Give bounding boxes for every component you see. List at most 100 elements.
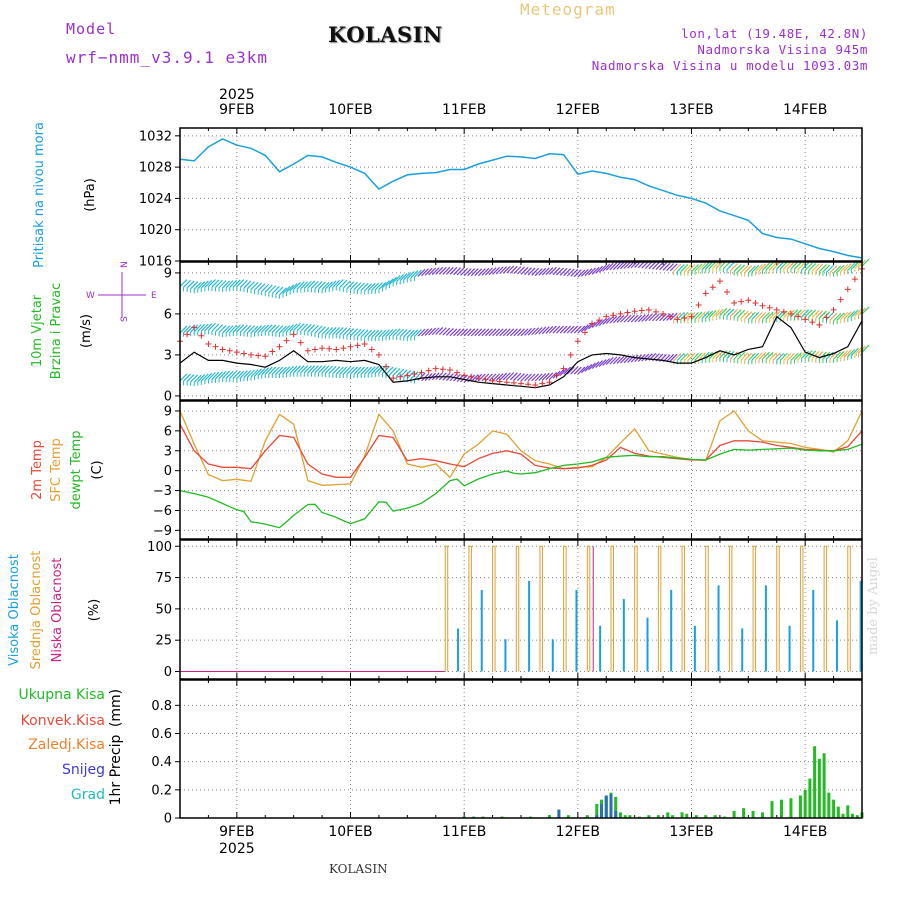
cloud-mid-bar [444,545,449,672]
gust-marker [539,380,546,387]
wind-barb [254,368,263,377]
wind-barb [577,366,586,375]
wind-barb [563,268,572,277]
wind-barb [186,324,195,333]
wind-barb [371,329,380,338]
gust-marker [496,378,503,385]
wind-barb [367,366,376,375]
y-tick-label: 1020 [139,223,172,238]
wind-barb [367,282,376,291]
wind-axis-unit: (m/s) [79,314,94,348]
wind-barb [271,324,280,333]
wind-barb [325,326,334,335]
wind-barb [524,267,532,276]
gust-marker [766,304,773,311]
wind-barb [421,328,429,337]
dewpt-line [179,443,863,529]
wind-barb [598,264,607,273]
wind-barb [197,374,206,382]
wind-barb [307,365,316,374]
gust-marker [347,343,354,350]
wind-barb [843,349,852,358]
wind-barb [207,372,216,380]
wind-barb [385,329,394,337]
wind-barb [367,329,376,338]
wind-barb [755,311,763,320]
precip-bar [685,813,689,818]
wind-barb [445,266,454,275]
gust-marker [759,302,766,309]
cloud-axis-subtitle: Srednja Oblacnost [29,551,44,670]
wind-barb [712,309,721,318]
precip-bar [751,810,755,818]
wind-barb [236,324,245,333]
wind-barb [335,326,344,335]
wind-barb [723,350,731,359]
wind-barb [247,325,255,334]
wind-barb [453,267,461,276]
wind-barb [669,312,678,321]
wind-barb [364,329,373,338]
wind-barb [463,268,472,277]
wind-barb [289,283,298,292]
wind-barb [840,350,849,359]
y-tick-label: 0 [164,665,172,680]
precip-bar [841,813,845,818]
wind-barb [786,261,795,270]
gust-marker [226,347,233,354]
wind-barb [755,352,763,361]
wind-barb [264,284,273,293]
wind-barb [271,286,280,294]
wind-barb [435,326,444,335]
wind-axis-title: 10m Vjetar [30,294,45,367]
wind-barb [566,325,575,334]
wind-barb [595,265,604,274]
wind-barb [318,326,326,335]
top-day-label: 13FEB [669,102,713,118]
gust-marker [652,308,659,315]
cloud-mid-bar [847,545,851,672]
wind-barb [183,325,191,334]
wind-barb [627,314,635,323]
wind-barb [836,312,845,321]
wind-barb [797,351,806,360]
gust-marker [262,353,269,360]
wind-barb [531,267,540,276]
wind-barb [350,366,358,375]
wind-barb [339,366,348,375]
wind-barb [353,328,362,337]
wind-barb [389,367,397,376]
cloud-mid-bar [492,545,496,672]
wind-barb [410,329,419,338]
wind-barb [648,261,657,270]
wind-barb [527,327,536,336]
precip-bar [595,803,599,818]
wind-barb [595,360,604,368]
wind-barb [200,323,209,332]
wind-barb [591,320,600,329]
wind-barb [548,372,557,380]
wind-barb [559,267,568,276]
wind-barb [222,370,231,379]
wind-barb [719,307,728,316]
wind-barb [499,328,508,337]
wind-barb [449,328,458,337]
wind-barb [723,308,731,317]
cloud-mid-bar [776,545,780,672]
wind-barb [183,279,191,288]
wind-barb [460,328,469,337]
wind-barb [499,266,508,275]
wind-barb [215,324,223,333]
wind-barb [389,328,397,337]
wind-barb [730,308,738,317]
gust-marker [191,324,198,331]
wind-barb [360,329,369,338]
gust-marker [383,363,390,370]
wind-barb [318,281,326,290]
precip-bar [808,778,812,818]
wind-barb [637,314,646,323]
gust-marker [454,369,461,376]
wind-barb [517,328,525,337]
wind-barb [520,328,529,337]
gust-marker [198,332,205,339]
